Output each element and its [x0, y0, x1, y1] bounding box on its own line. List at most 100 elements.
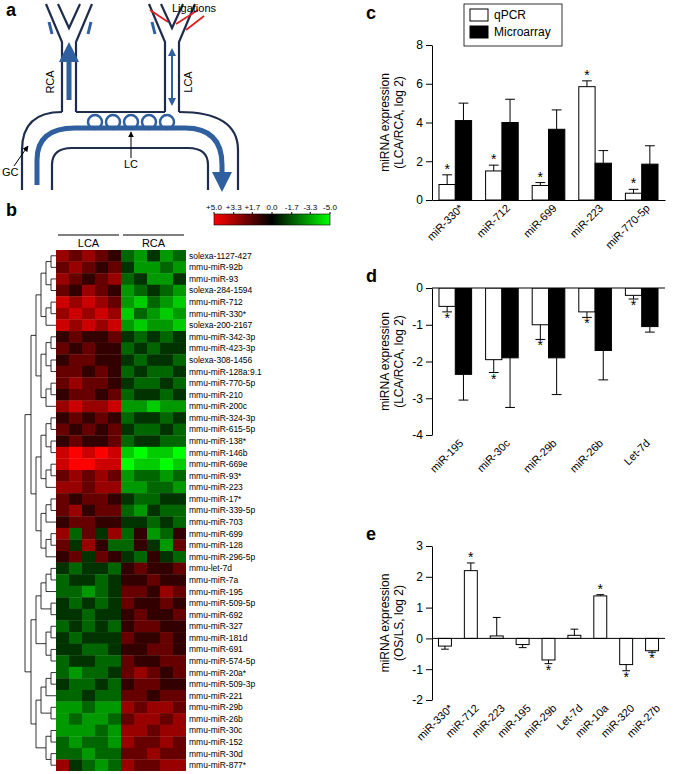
heat-cell	[160, 551, 173, 563]
heat-cell	[160, 667, 173, 679]
heat-cell	[173, 250, 186, 262]
legend-label: qPCR	[494, 8, 526, 22]
heat-cell	[134, 655, 147, 667]
heat-cell	[108, 620, 121, 632]
heat-cell	[82, 736, 95, 748]
heat-cell	[69, 632, 82, 644]
row-label: mmu-miR-223	[189, 482, 243, 492]
heat-cell	[173, 262, 186, 274]
heat-cell	[82, 482, 95, 494]
heat-cell	[56, 620, 69, 632]
heat-cell	[56, 539, 69, 551]
heat-cell	[69, 366, 82, 378]
row-label: solexa-284-1594	[189, 285, 253, 295]
colorbar-tick	[291, 212, 292, 214]
heat-cell	[134, 505, 147, 517]
heat-cell	[69, 702, 82, 714]
heat-cell	[108, 354, 121, 366]
heat-cell	[147, 447, 160, 459]
heat-cell	[95, 597, 108, 609]
heat-cell	[82, 470, 95, 482]
dendrogram-branch	[46, 574, 56, 591]
heat-cell	[95, 354, 108, 366]
heat-cell	[95, 539, 108, 551]
heat-cell	[121, 702, 134, 714]
heatmap-panel: solexa-1127-427mmu-miR-92bmmu-miR-93sole…	[25, 203, 337, 771]
heat-cell	[82, 447, 95, 459]
y-tick-mark	[426, 546, 432, 547]
y-tick-mark	[426, 84, 432, 85]
colorbar-tick-label: -3.3	[303, 203, 317, 212]
heat-cell	[69, 377, 82, 389]
heat-cell	[121, 586, 134, 598]
error-bar	[603, 151, 604, 164]
heat-cell	[121, 644, 134, 656]
row-label: mmu-miR-30c	[189, 725, 243, 735]
colorbar-tick-label: 0.0	[266, 203, 278, 212]
heat-cell	[160, 655, 173, 667]
heat-cell	[56, 597, 69, 609]
heat-cell	[95, 343, 108, 355]
heat-cell	[82, 551, 95, 563]
heat-cell	[173, 736, 186, 748]
dendrogram-branch	[46, 736, 51, 759]
row-label: mmu-miR-93	[189, 274, 238, 284]
heat-cell	[95, 401, 108, 413]
error-cap	[441, 649, 449, 650]
heat-cell	[160, 401, 173, 413]
heat-cell	[160, 713, 173, 725]
heat-cell	[108, 389, 121, 401]
heat-cell	[108, 447, 121, 459]
plot-area	[439, 81, 658, 200]
heat-cell	[82, 366, 95, 378]
heat-cell	[56, 563, 69, 575]
error-bar	[603, 350, 604, 379]
heat-cell	[121, 551, 134, 563]
significance-mark: *	[631, 297, 637, 313]
heat-cell	[56, 482, 69, 494]
heat-cell	[173, 551, 186, 563]
heat-cell	[56, 574, 69, 586]
heat-cell	[173, 516, 186, 528]
bar	[439, 288, 455, 306]
row-label: mmu-miR-30d	[189, 749, 243, 759]
heat-cell	[134, 493, 147, 505]
heat-cell	[56, 505, 69, 517]
heat-cell	[173, 458, 186, 470]
heat-cell	[56, 250, 69, 262]
bar	[549, 288, 565, 358]
y-tick-label: 0	[416, 193, 423, 207]
heat-cell	[95, 377, 108, 389]
heat-cell	[56, 435, 69, 447]
heat-cell	[69, 620, 82, 632]
heat-cell	[95, 620, 108, 632]
heat-cell	[160, 702, 173, 714]
diagram-label: RCA	[44, 70, 56, 94]
y-tick-mark	[426, 362, 432, 363]
y-axis-line	[432, 547, 433, 701]
x-tick-label: miR-195	[428, 437, 466, 475]
heat-cell	[173, 308, 186, 320]
heat-cell	[56, 401, 69, 413]
heat-cell	[121, 574, 134, 586]
heat-cell	[121, 482, 134, 494]
heat-cell	[134, 447, 147, 459]
error-cap	[505, 99, 515, 100]
heat-cell	[82, 644, 95, 656]
row-label: mmu-miR-615-5p	[189, 424, 255, 434]
heat-cell	[82, 354, 95, 366]
x-tick-label: miR-30c	[475, 436, 513, 474]
dendrogram-branch	[46, 505, 56, 522]
heat-cell	[56, 319, 69, 331]
heat-cell	[95, 528, 108, 540]
bar	[502, 123, 518, 201]
y-tick-label: 8	[416, 38, 423, 52]
row-label: solexa-1127-427	[189, 251, 252, 261]
colorbar-tick	[214, 212, 215, 214]
heat-cell	[173, 412, 186, 424]
heat-cell	[121, 748, 134, 760]
heat-cell	[173, 331, 186, 343]
heat-cell	[134, 551, 147, 563]
heat-cell	[147, 725, 160, 737]
heat-cell	[69, 482, 82, 494]
